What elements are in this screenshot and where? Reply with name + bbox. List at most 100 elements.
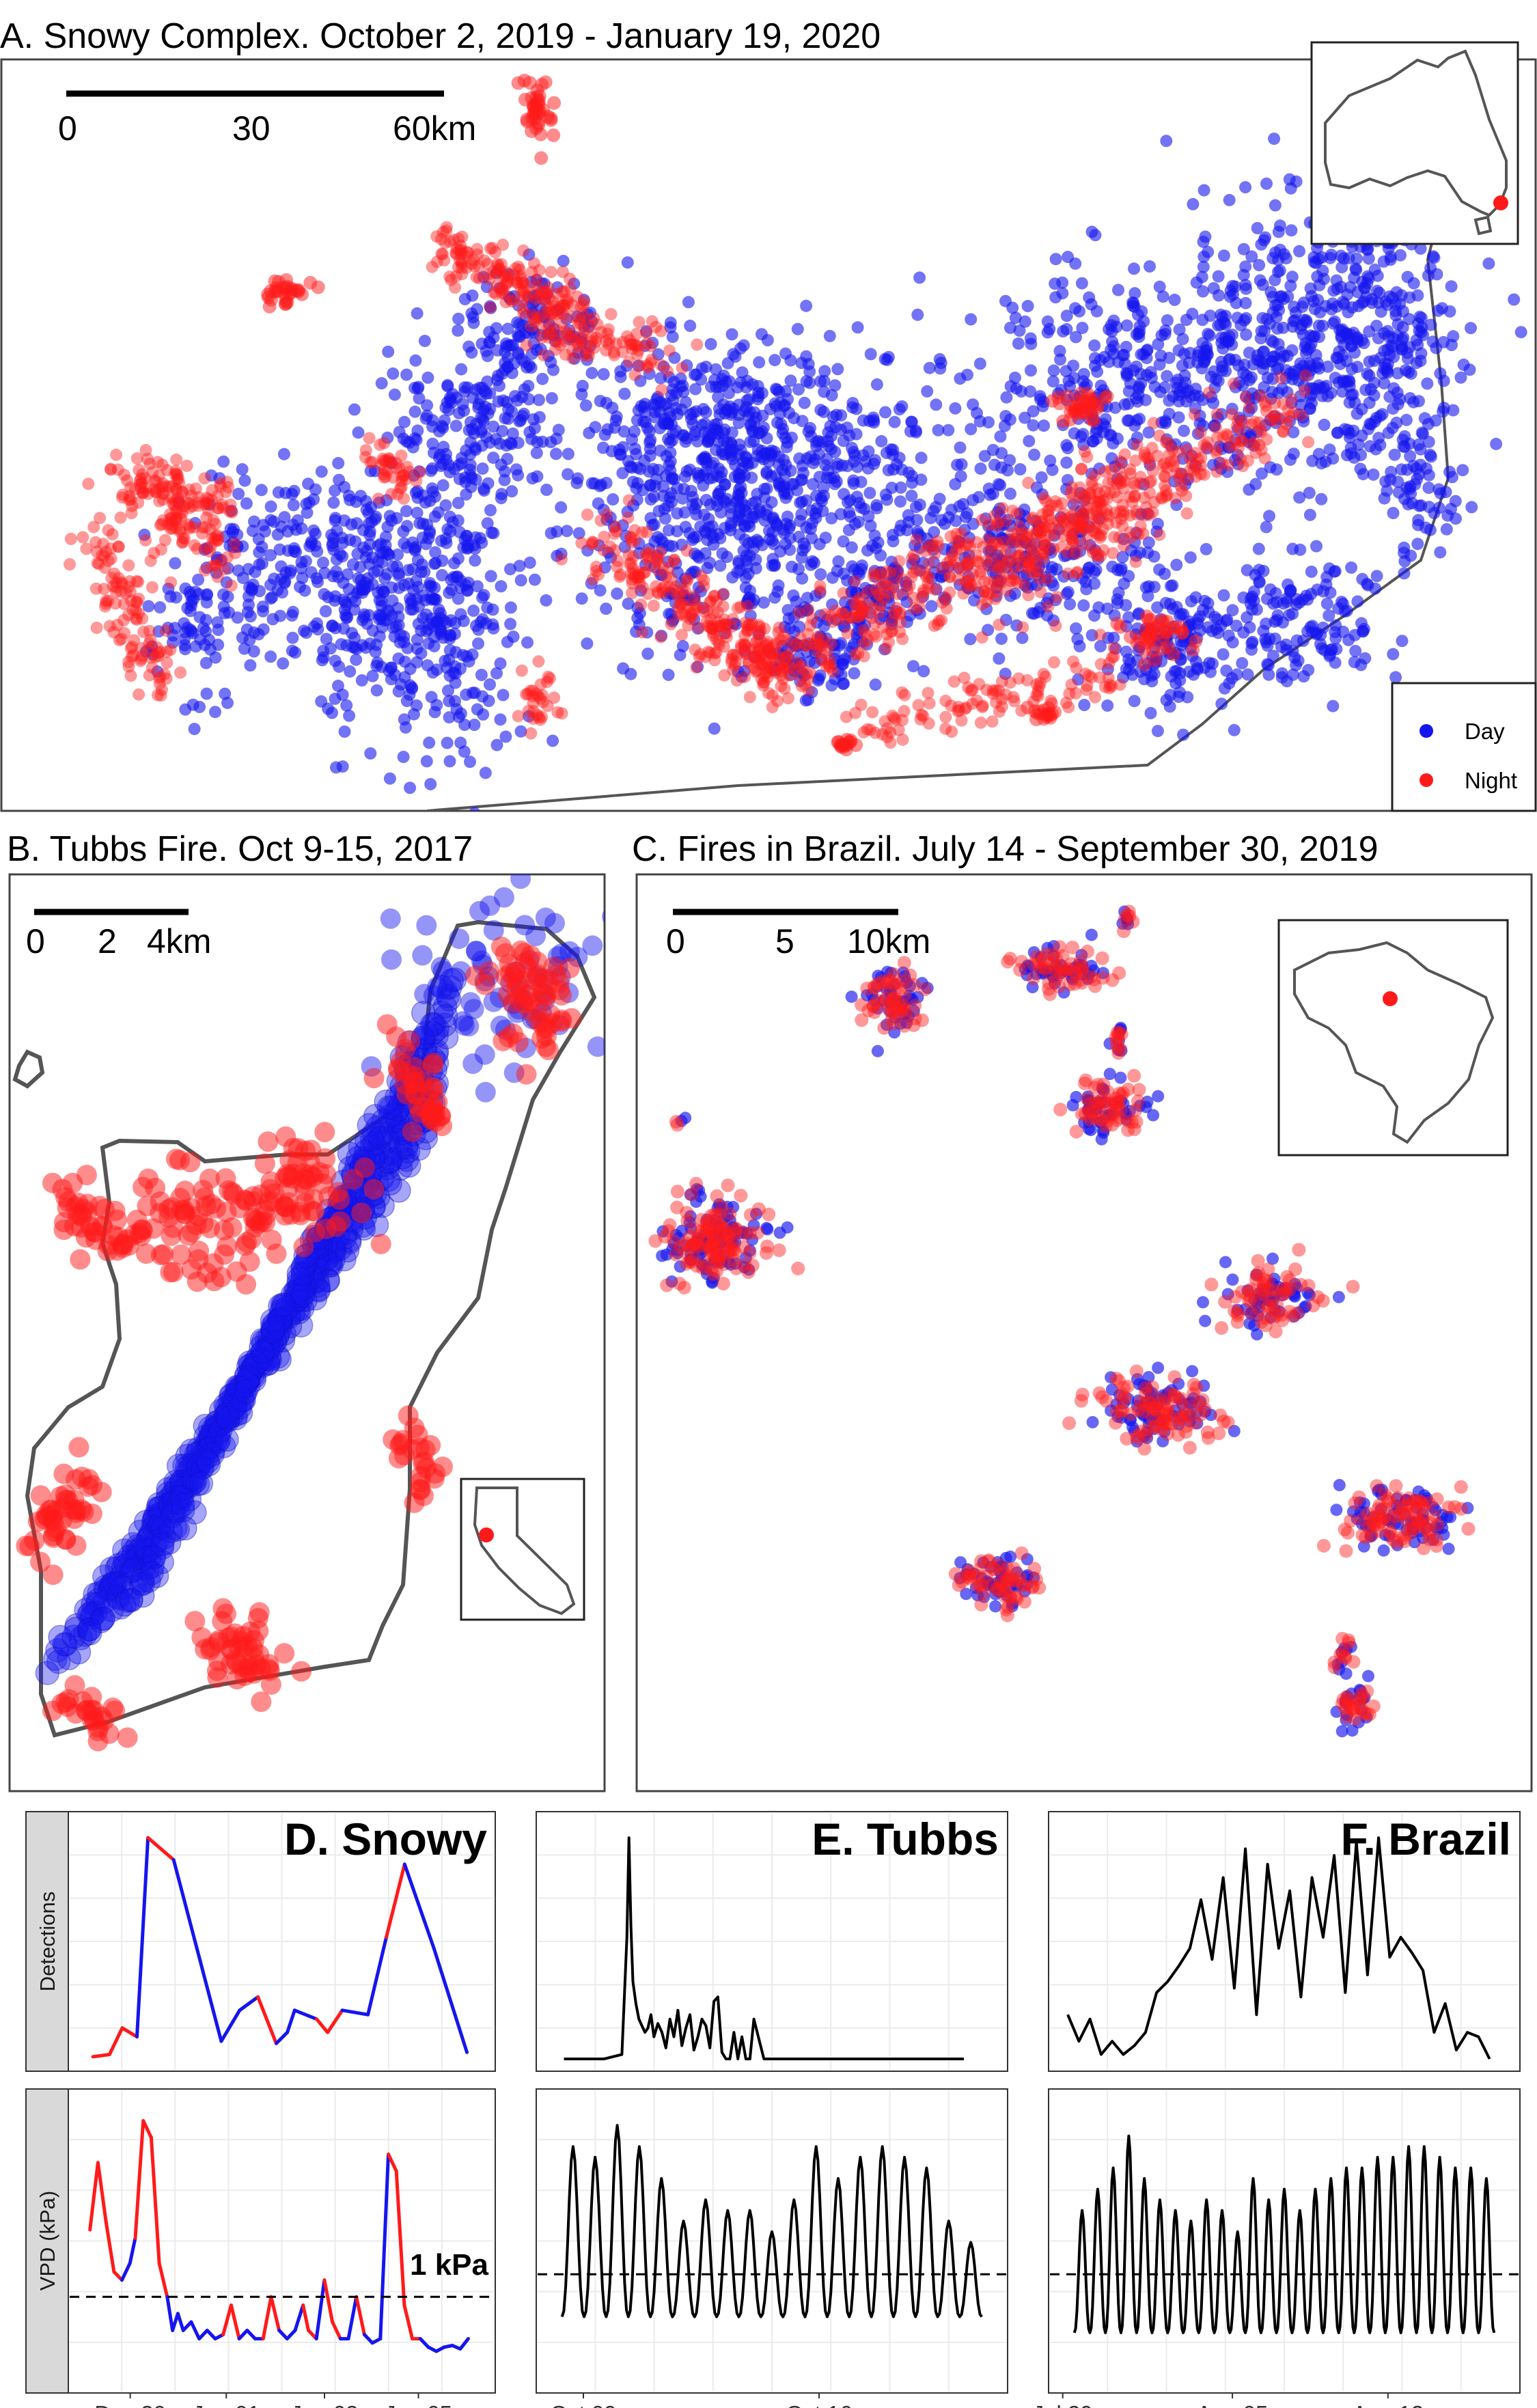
day-detection bbox=[1237, 268, 1250, 281]
day-detection bbox=[684, 319, 697, 332]
day-detection bbox=[660, 469, 672, 482]
day-detection bbox=[1387, 382, 1400, 395]
day-detection bbox=[879, 406, 891, 419]
day-detection bbox=[731, 566, 744, 579]
day-detection bbox=[400, 505, 413, 518]
day-detection bbox=[661, 417, 674, 430]
day-detection bbox=[1203, 329, 1216, 342]
day-detection bbox=[704, 337, 717, 350]
day-detection bbox=[546, 734, 559, 747]
day-detection bbox=[375, 377, 388, 390]
day-detection bbox=[737, 339, 750, 352]
day-detection bbox=[1303, 357, 1316, 370]
night-detection bbox=[1049, 620, 1062, 633]
day-detection bbox=[380, 568, 393, 581]
day-detection bbox=[423, 736, 436, 749]
day-detection bbox=[1226, 636, 1239, 649]
day-detection bbox=[796, 415, 809, 428]
night-detection bbox=[403, 465, 416, 478]
night-detection bbox=[97, 538, 110, 551]
day-detection bbox=[1269, 417, 1282, 429]
day-detection bbox=[1180, 395, 1193, 408]
day-detection bbox=[677, 429, 690, 442]
day-detection bbox=[691, 435, 704, 447]
day-detection bbox=[842, 496, 854, 508]
day-detection bbox=[816, 505, 829, 517]
day-detection bbox=[436, 554, 449, 567]
day-detection bbox=[1060, 365, 1072, 378]
day-detection bbox=[753, 356, 766, 369]
day-detection bbox=[1111, 564, 1124, 577]
night-detection bbox=[491, 279, 504, 292]
night-detection bbox=[139, 472, 152, 485]
night-detection bbox=[763, 661, 776, 673]
night-detection bbox=[622, 494, 635, 507]
day-detection bbox=[1061, 473, 1074, 486]
day-detection bbox=[1371, 269, 1384, 282]
day-detection bbox=[1293, 491, 1306, 504]
day-detection bbox=[1184, 551, 1197, 564]
day-detection bbox=[694, 585, 707, 598]
day-detection bbox=[1329, 632, 1342, 645]
day-detection bbox=[322, 702, 335, 715]
day-detection bbox=[409, 354, 422, 367]
day-detection bbox=[1251, 349, 1264, 362]
day-detection bbox=[618, 540, 631, 553]
night-detection bbox=[114, 511, 127, 524]
day-detection bbox=[735, 496, 748, 509]
day-detection bbox=[1263, 510, 1275, 523]
night-detection bbox=[1157, 459, 1169, 472]
day-detection bbox=[1317, 585, 1330, 598]
day-detection bbox=[440, 454, 453, 467]
day-detection bbox=[1028, 448, 1040, 461]
day-detection bbox=[1172, 344, 1185, 357]
day-detection bbox=[1287, 426, 1300, 439]
day-detection bbox=[685, 413, 697, 426]
night-detection bbox=[188, 539, 201, 552]
day-detection bbox=[768, 354, 781, 367]
day-detection bbox=[1387, 507, 1400, 519]
day-detection bbox=[1222, 441, 1235, 454]
day-detection bbox=[1172, 411, 1185, 424]
day-detection bbox=[456, 452, 468, 465]
day-detection bbox=[1415, 426, 1428, 439]
day-detection bbox=[1287, 315, 1300, 328]
day-detection bbox=[1232, 458, 1245, 471]
day-detection bbox=[888, 415, 901, 428]
day-detection bbox=[521, 636, 534, 649]
day-detection bbox=[1215, 697, 1228, 710]
day-detection bbox=[1070, 331, 1082, 344]
day-detection bbox=[690, 497, 703, 510]
day-detection bbox=[1294, 398, 1307, 411]
night-detection bbox=[928, 547, 941, 560]
night-detection bbox=[910, 533, 923, 546]
day-detection bbox=[1312, 447, 1325, 460]
night-detection bbox=[826, 615, 839, 628]
night-detection bbox=[1183, 465, 1196, 478]
night-detection bbox=[1234, 423, 1247, 436]
day-detection bbox=[528, 573, 541, 586]
day-detection bbox=[449, 419, 462, 432]
day-detection bbox=[244, 659, 257, 672]
night-detection bbox=[456, 268, 469, 281]
night-detection bbox=[64, 532, 77, 545]
day-detection bbox=[350, 517, 363, 530]
day-detection bbox=[594, 584, 607, 597]
day-detection bbox=[415, 566, 428, 579]
day-detection bbox=[1357, 625, 1370, 638]
night-detection bbox=[1254, 423, 1267, 436]
day-detection bbox=[1027, 607, 1040, 620]
night-detection bbox=[943, 586, 956, 599]
day-detection bbox=[1413, 395, 1425, 408]
day-detection bbox=[1047, 375, 1060, 388]
day-detection bbox=[1212, 270, 1225, 283]
day-detection bbox=[1351, 407, 1363, 420]
night-detection bbox=[200, 511, 213, 524]
day-detection bbox=[507, 631, 520, 643]
day-detection bbox=[1064, 598, 1077, 611]
night-detection bbox=[922, 571, 935, 584]
day-detection bbox=[631, 461, 644, 474]
day-detection bbox=[725, 508, 738, 521]
day-detection bbox=[481, 350, 494, 363]
day-detection bbox=[1180, 441, 1192, 454]
